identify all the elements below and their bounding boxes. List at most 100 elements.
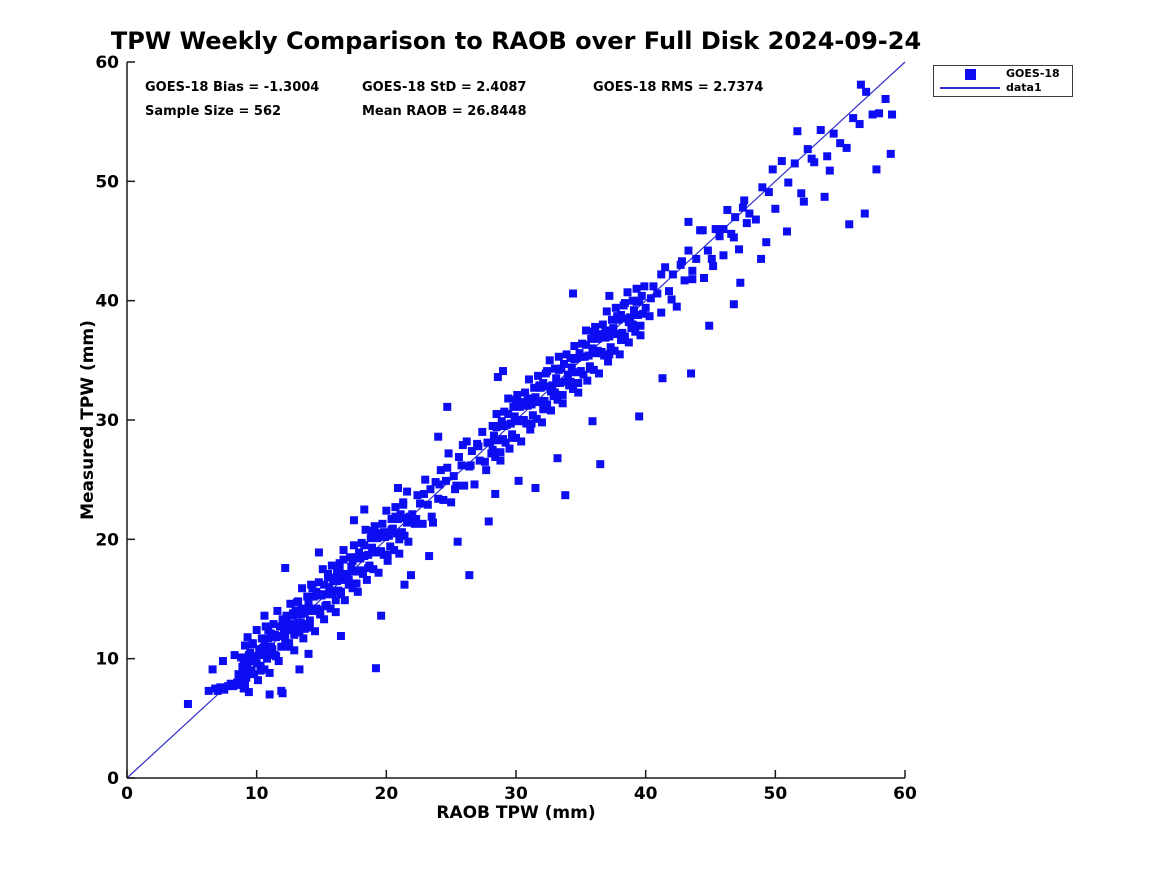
x-axis-label: RAOB TPW (mm) bbox=[436, 803, 596, 823]
scatter-point bbox=[740, 196, 749, 205]
scatter-point bbox=[496, 448, 505, 457]
scatter-point bbox=[574, 388, 583, 397]
scatter-point bbox=[352, 579, 361, 588]
scatter-point bbox=[331, 596, 340, 605]
scatter-point bbox=[482, 466, 491, 475]
scatter-point bbox=[688, 275, 697, 284]
scatter-point bbox=[556, 379, 565, 388]
scatter-point bbox=[320, 615, 329, 624]
scatter-point bbox=[478, 427, 487, 436]
scatter-point bbox=[762, 238, 771, 247]
scatter-point bbox=[559, 359, 568, 368]
scatter-point bbox=[423, 500, 432, 509]
scatter-point bbox=[295, 665, 304, 674]
scatter-point bbox=[639, 309, 648, 318]
scatter-point bbox=[396, 510, 405, 519]
scatter-point bbox=[299, 634, 308, 643]
scatter-point bbox=[240, 641, 249, 650]
scatter-point bbox=[282, 611, 291, 620]
scatter-point bbox=[390, 546, 399, 555]
scatter-point bbox=[434, 432, 443, 441]
scatter-point bbox=[466, 461, 475, 470]
scatter-point bbox=[358, 569, 367, 578]
scatter-point bbox=[361, 525, 370, 534]
scatter-point bbox=[855, 120, 864, 129]
scatter-point bbox=[588, 344, 597, 353]
scatter-point bbox=[426, 485, 435, 494]
scatter-point bbox=[323, 569, 332, 578]
scatter-point bbox=[364, 550, 373, 559]
legend-square-marker-icon bbox=[964, 68, 976, 80]
scatter-point bbox=[298, 584, 307, 593]
scatter-point bbox=[582, 340, 591, 349]
scatter-point bbox=[321, 602, 330, 611]
scatter-point bbox=[475, 456, 484, 465]
scatter-point bbox=[570, 342, 579, 351]
scatter-point bbox=[574, 379, 583, 388]
scatter-point bbox=[375, 547, 384, 556]
scatter-point bbox=[349, 541, 358, 550]
scatter-point bbox=[629, 306, 638, 315]
scatter-point bbox=[657, 270, 666, 279]
scatter-point bbox=[316, 610, 325, 619]
scatter-point bbox=[636, 331, 645, 340]
scatter-point bbox=[379, 528, 388, 537]
scatter-point bbox=[628, 320, 637, 329]
scatter-point bbox=[631, 327, 640, 336]
scatter-point bbox=[387, 525, 396, 534]
scatter-point bbox=[736, 278, 745, 287]
scatter-point bbox=[585, 364, 594, 373]
scatter-point bbox=[272, 652, 281, 661]
scatter-point bbox=[587, 334, 596, 343]
scatter-point bbox=[247, 668, 256, 677]
scatter-point bbox=[504, 410, 513, 419]
scatter-point bbox=[547, 406, 556, 415]
scatter-point bbox=[368, 526, 377, 535]
scatter-point bbox=[596, 460, 605, 469]
stat-bias: GOES-18 Bias = -1.3004 bbox=[145, 80, 320, 95]
scatter-point bbox=[496, 456, 505, 465]
scatter-point bbox=[492, 423, 501, 432]
scatter-point bbox=[355, 548, 364, 557]
scatter-point bbox=[571, 368, 580, 377]
x-tick-label: 20 bbox=[374, 784, 398, 804]
scatter-point bbox=[598, 320, 607, 329]
scatter-point bbox=[729, 300, 738, 309]
stat-rms: GOES-18 RMS = 2.7374 bbox=[593, 80, 764, 95]
scatter-point bbox=[281, 563, 290, 572]
y-axis-label: Measured TPW (mm) bbox=[78, 320, 98, 520]
scatter-point bbox=[607, 315, 616, 324]
scatter-point bbox=[567, 363, 576, 372]
scatter-point bbox=[605, 291, 614, 300]
scatter-point bbox=[709, 262, 718, 271]
scatter-point bbox=[305, 623, 314, 632]
scatter-point bbox=[521, 388, 530, 397]
scatter-point bbox=[260, 611, 269, 620]
scatter-point bbox=[265, 668, 274, 677]
scatter-point bbox=[888, 110, 897, 119]
scatter-point bbox=[360, 541, 369, 550]
scatter-point bbox=[491, 452, 500, 461]
scatter-point bbox=[395, 535, 404, 544]
scatter-point bbox=[825, 166, 834, 175]
scatter-point bbox=[410, 519, 419, 528]
scatter-point bbox=[425, 552, 434, 561]
scatter-point bbox=[248, 640, 257, 649]
scatter-point bbox=[661, 263, 670, 272]
chart-title: TPW Weekly Comparison to RAOB over Full … bbox=[110, 27, 922, 55]
scatter-point bbox=[552, 374, 561, 383]
scatter-point bbox=[497, 417, 506, 426]
scatter-point bbox=[371, 664, 380, 673]
scatter-point bbox=[537, 418, 546, 427]
scatter-point bbox=[391, 503, 400, 512]
scatter-point bbox=[641, 303, 650, 312]
scatter-point bbox=[308, 584, 317, 593]
scatter-point bbox=[613, 330, 622, 339]
scatter-point bbox=[506, 419, 515, 428]
scatter-point bbox=[512, 395, 520, 404]
scatter-point bbox=[543, 400, 552, 409]
scatter-point bbox=[406, 571, 415, 580]
scatter-point bbox=[274, 631, 283, 640]
scatter-point bbox=[399, 498, 408, 507]
